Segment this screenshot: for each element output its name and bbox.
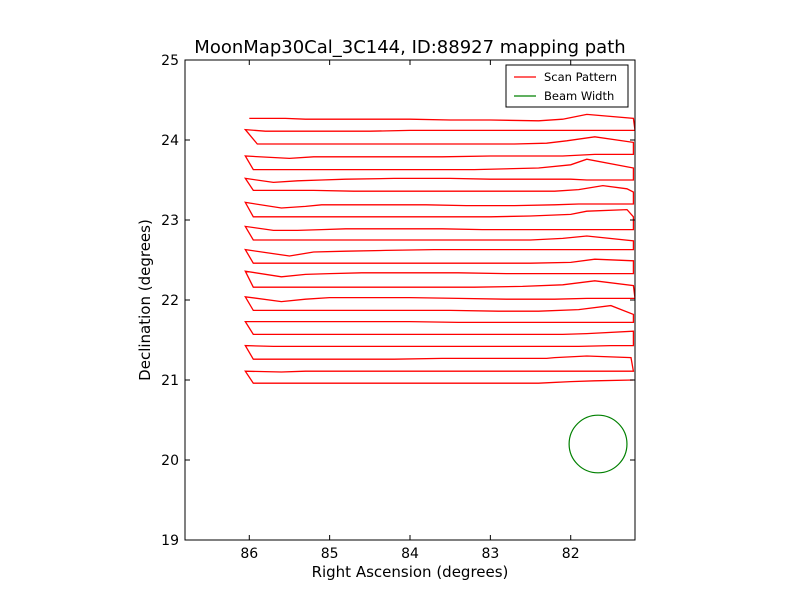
- axes-frame: [184, 59, 636, 541]
- legend: Scan Pattern Beam Width: [505, 64, 629, 108]
- y-tick-label: 21: [161, 373, 179, 389]
- y-tick-label: 22: [161, 293, 179, 309]
- legend-label: Scan Pattern: [544, 70, 617, 84]
- x-axis-label: Right Ascension (degrees): [312, 563, 509, 581]
- y-axis-label: Declination (degrees): [136, 219, 154, 381]
- x-tick-label: 82: [562, 546, 580, 562]
- legend-box: [505, 64, 629, 108]
- x-tick-label: 85: [321, 546, 339, 562]
- chart-title: MoonMap30Cal_3C144, ID:88927 mapping pat…: [194, 37, 625, 58]
- x-tick-label: 84: [401, 546, 419, 562]
- x-tick-label: 86: [240, 546, 258, 562]
- legend-label: Beam Width: [544, 89, 614, 103]
- y-tick-label: 19: [161, 533, 179, 549]
- y-tick-label: 20: [161, 453, 179, 469]
- scan-pattern-series: [243, 113, 635, 384]
- x-tick-label: 83: [481, 546, 499, 562]
- y-tick-label: 23: [161, 213, 179, 229]
- y-tick-label: 25: [161, 53, 179, 69]
- axes: 86 85 84 83 82 19 20 21 22 23 24 25: [161, 53, 636, 562]
- y-tick-label: 24: [161, 133, 179, 149]
- beam-width-circle: [568, 414, 628, 474]
- plot-area: [243, 113, 635, 474]
